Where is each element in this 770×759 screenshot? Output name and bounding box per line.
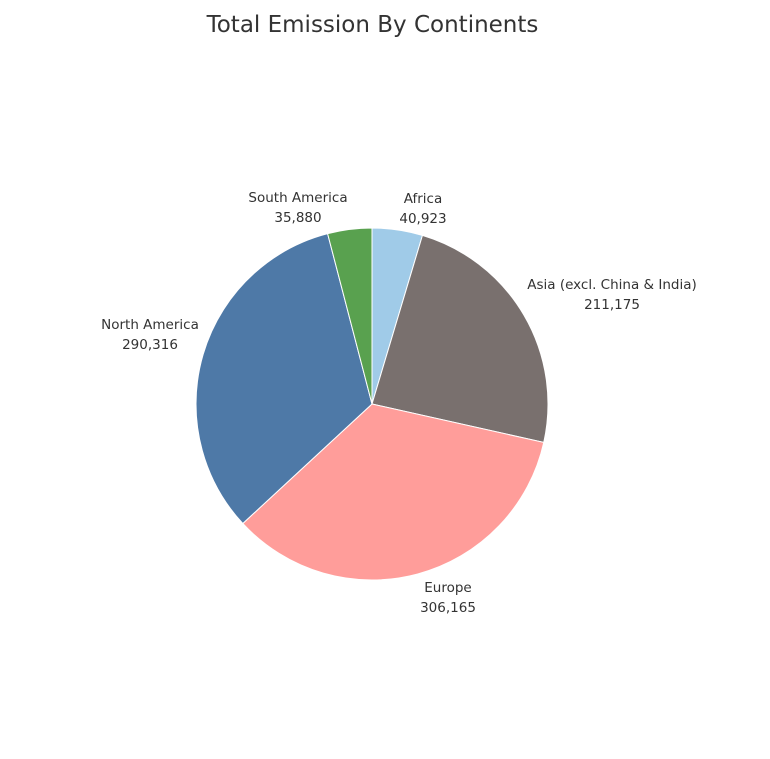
slice-label-north-america: North America: [101, 317, 199, 333]
chart-title: Total Emission By Continents: [206, 12, 539, 38]
slice-value-asia-excl-china-india: 211,175: [584, 297, 640, 313]
slice-value-south-america: 35,880: [274, 210, 321, 226]
pie-slice-south-america: [327, 227, 373, 405]
slice-value-africa: 40,923: [399, 211, 446, 227]
slice-value-europe: 306,165: [420, 600, 476, 616]
slice-label-europe: Europe: [424, 580, 471, 596]
pie-labels: Africa 40,923 Asia (excl. China & India) 21…: [101, 190, 697, 616]
pie-slice-europe: [242, 403, 545, 581]
slice-label-africa: Africa: [404, 191, 443, 207]
slice-label-asia-excl-china-india: Asia (excl. China & India): [527, 277, 697, 293]
pie-slice-north-america: [195, 233, 373, 525]
slice-label-south-america: South America: [248, 190, 347, 206]
slice-value-north-america: 290,316: [122, 337, 178, 353]
pie-slice-asia-excl-china-india: [371, 234, 549, 444]
pie-slices: [195, 227, 549, 581]
